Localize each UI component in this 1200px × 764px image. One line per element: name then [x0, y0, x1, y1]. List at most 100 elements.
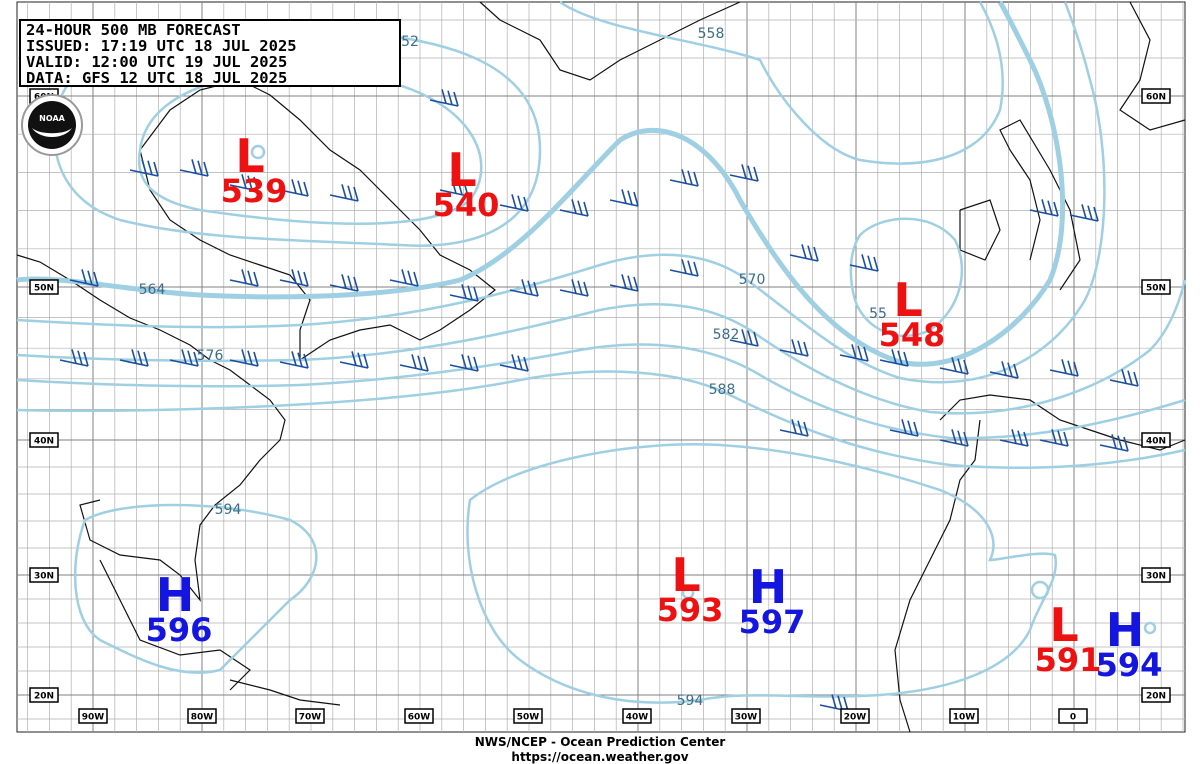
barb-feather	[957, 430, 963, 445]
barb-feather	[303, 271, 309, 287]
barb-feather	[1127, 370, 1133, 385]
barb-feather	[1121, 369, 1127, 384]
wind-barb	[229, 269, 259, 287]
labels: 60N60N50N50N40N40N30N30N20N20N90W80W70W6…	[29, 26, 1171, 724]
wind-barb	[279, 179, 309, 197]
wind-barb	[849, 254, 879, 272]
barb-feather	[583, 281, 589, 297]
lat-label: 50N	[29, 279, 59, 295]
barb-feather	[291, 351, 297, 366]
header-box: 24-HOUR 500 MB FORECAST ISSUED: 17:19 UT…	[19, 19, 401, 87]
barb-feather	[181, 349, 187, 364]
barb-feather	[517, 355, 523, 370]
barb-feather	[687, 260, 693, 275]
barb-feather	[1023, 431, 1029, 447]
lon-label: 30W	[731, 708, 761, 724]
lat-label: 20N	[1141, 687, 1171, 703]
barb-staff	[179, 169, 209, 177]
barb-feather	[71, 349, 77, 364]
label-box	[29, 567, 59, 583]
barb-staff	[849, 264, 879, 272]
barb-feather	[193, 351, 199, 367]
center-value: 593	[657, 591, 724, 629]
wind-barb	[389, 269, 419, 287]
lat-label-text: 30N	[1146, 572, 1166, 582]
barb-feather	[1081, 204, 1087, 219]
wind-barb	[879, 349, 909, 367]
barb-feather	[363, 353, 369, 369]
barb-staff	[509, 289, 539, 297]
logo-bird	[32, 128, 72, 137]
barb-staff	[1109, 379, 1139, 387]
lat-label: 40N	[1141, 432, 1171, 448]
barb-feather	[693, 171, 699, 187]
footer-line: https://ocean.weather.gov	[511, 750, 688, 764]
barb-feather	[463, 181, 469, 197]
barb-feather	[341, 184, 347, 199]
barb-feather	[1111, 434, 1117, 449]
barb-feather	[87, 270, 93, 285]
barb-staff	[1039, 439, 1069, 447]
barb-feather	[253, 271, 259, 287]
label-box	[622, 708, 652, 724]
barb-feather	[1047, 200, 1053, 215]
label-box	[404, 708, 434, 724]
center-symbol: H	[156, 568, 195, 622]
wind-barb	[669, 259, 699, 277]
barb-feather	[533, 281, 539, 297]
center-symbol: L	[447, 143, 476, 197]
barb-staff	[559, 209, 589, 217]
center-value: 539	[221, 172, 288, 210]
wind-barb	[499, 354, 529, 372]
label-box	[731, 708, 761, 724]
barb-feather	[203, 161, 209, 177]
header-line: VALID: 12:00 UTC 19 JUL 2025	[26, 53, 287, 71]
header-line: 24-HOUR 500 MB FORECAST	[26, 21, 241, 39]
wind-barb	[119, 349, 149, 367]
barb-feather	[583, 201, 589, 217]
wind-barb	[559, 279, 589, 297]
barb-staff	[229, 279, 259, 287]
barb-staff	[279, 279, 309, 287]
barb-feather	[687, 170, 693, 185]
barb-feather	[247, 350, 253, 365]
contour-label: 588	[709, 382, 736, 398]
barb-staff	[169, 359, 199, 367]
barb-feather	[517, 195, 523, 210]
barb-feather	[681, 169, 687, 184]
wind-barb	[779, 339, 809, 357]
center-symbol: H	[749, 560, 788, 614]
barb-feather	[873, 256, 879, 272]
label-box	[840, 708, 870, 724]
label-box	[29, 279, 59, 295]
barb-feather	[153, 161, 159, 177]
barb-feather	[857, 345, 863, 360]
barb-feather	[357, 352, 363, 367]
barb-feather	[957, 358, 963, 373]
barb-staff	[279, 189, 309, 197]
barb-feather	[901, 419, 907, 434]
barb-feather	[527, 280, 533, 295]
wind-barb	[129, 159, 159, 177]
wind-barb	[669, 169, 699, 187]
barb-staff	[339, 361, 369, 369]
barb-feather	[797, 340, 803, 355]
barb-staff	[989, 371, 1019, 379]
lon-label-text: 10W	[953, 713, 976, 723]
barb-feather	[297, 270, 303, 285]
lon-label: 70W	[295, 708, 325, 724]
barb-feather	[351, 351, 357, 366]
barb-feather	[1067, 360, 1073, 375]
barb-feather	[411, 354, 417, 369]
lon-label: 60W	[404, 708, 434, 724]
barb-feather	[627, 190, 633, 205]
barb-staff	[229, 359, 259, 367]
barb-feather	[627, 275, 633, 290]
wind-barb	[839, 344, 869, 362]
barb-feather	[353, 186, 359, 202]
wind-barb	[449, 354, 479, 372]
lat-label-text: 40N	[1146, 437, 1166, 447]
label-box	[1141, 567, 1171, 583]
center-symbol: L	[671, 548, 700, 602]
center-value: 597	[739, 603, 806, 641]
